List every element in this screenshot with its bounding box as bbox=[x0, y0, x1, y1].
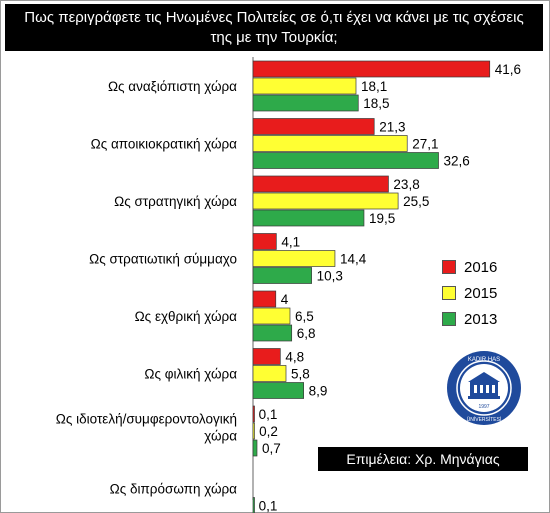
bar-2015 bbox=[252, 307, 291, 325]
legend-swatch-2013 bbox=[442, 312, 456, 326]
data-label-2013: 19,5 bbox=[369, 211, 395, 226]
data-label-2015: 27,1 bbox=[412, 137, 438, 152]
bar-2016 bbox=[252, 348, 281, 365]
legend-swatch-2015 bbox=[442, 286, 456, 300]
legend-label-2013: 2013 bbox=[464, 310, 498, 328]
legend-item-2016: 2016 bbox=[442, 254, 497, 280]
bar-2015 bbox=[252, 77, 357, 95]
data-label-2016: 21,3 bbox=[379, 120, 405, 135]
bar-2016 bbox=[252, 118, 375, 135]
bar-2016 bbox=[252, 290, 277, 308]
data-label-2013: 18,5 bbox=[363, 96, 389, 111]
category-label: Ως στρατηγική χώρα bbox=[114, 194, 237, 209]
bar-2015 bbox=[252, 250, 336, 267]
category-label: Ως στρατιωτική σύμμαχο bbox=[89, 252, 237, 267]
data-label-2013: 8,9 bbox=[309, 384, 328, 399]
data-label-2016: 4,1 bbox=[281, 235, 300, 250]
data-label-2016: 0,1 bbox=[259, 407, 278, 422]
legend-swatch-2016 bbox=[442, 260, 456, 274]
category-label: Ως φιλική χώρα bbox=[144, 367, 237, 382]
university-seal-logo: KADIR HAS ÜNİVERSİTESİ 1997 bbox=[447, 351, 521, 425]
svg-text:1997: 1997 bbox=[478, 404, 489, 410]
bar-2015 bbox=[252, 192, 399, 210]
credit-label: Επιμέλεια: Χρ. Μηνάγιας bbox=[318, 447, 528, 471]
svg-text:ÜNİVERSİTESİ: ÜNİVERSİTESİ bbox=[467, 416, 502, 423]
legend: 2016 2015 2013 bbox=[442, 254, 497, 332]
bar-2013 bbox=[252, 382, 304, 399]
data-label-2013: 32,6 bbox=[444, 154, 470, 169]
category-label: Ως διπρόσωπη χώρα bbox=[110, 482, 238, 497]
data-label-2016: 23,8 bbox=[393, 177, 419, 192]
category-label: Ως αποικιοκρατική χώρα bbox=[91, 137, 238, 152]
legend-item-2013: 2013 bbox=[442, 306, 497, 332]
data-label-2015: 18,1 bbox=[361, 79, 387, 94]
bar-2013 bbox=[252, 152, 439, 169]
svg-text:KADIR HAS: KADIR HAS bbox=[468, 357, 500, 363]
bar-2016 bbox=[252, 233, 277, 250]
bar-2013 bbox=[252, 267, 312, 284]
category-label: χώρα bbox=[204, 429, 237, 444]
bar-2015 bbox=[252, 422, 255, 440]
bar-2016 bbox=[252, 405, 255, 423]
data-label-2016: 4,8 bbox=[285, 350, 304, 365]
bar-2016 bbox=[252, 175, 389, 193]
data-label-2015: 0,2 bbox=[259, 424, 278, 439]
data-label-2015: 6,5 bbox=[295, 309, 314, 324]
credit-text: Επιμέλεια: Χρ. Μηνάγιας bbox=[346, 451, 500, 467]
data-label-2013: 10,3 bbox=[317, 269, 343, 284]
bar-2016 bbox=[252, 60, 491, 78]
data-label-2015: 14,4 bbox=[340, 252, 367, 267]
legend-label-2016: 2016 bbox=[464, 258, 498, 276]
bar-2013 bbox=[252, 94, 359, 112]
bar-2015 bbox=[252, 135, 408, 152]
data-label-2013: 0,7 bbox=[262, 441, 281, 456]
data-label-2016: 4 bbox=[281, 292, 289, 307]
data-label-2015: 5,8 bbox=[291, 367, 310, 382]
bar-2013 bbox=[252, 497, 255, 513]
category-label: Ως αναξιόπιστη χώρα bbox=[108, 79, 237, 94]
data-label-2013: 6,8 bbox=[297, 326, 316, 341]
category-label: Ως ιδιοτελή/συμφεροντολογική bbox=[56, 412, 237, 427]
legend-item-2015: 2015 bbox=[442, 280, 497, 306]
chart-title: Πως περιγράφετε τις Ηνωμένες Πολιτείες σ… bbox=[5, 4, 543, 51]
bar-2013 bbox=[252, 209, 365, 227]
data-label-2015: 25,5 bbox=[403, 194, 429, 209]
legend-label-2015: 2015 bbox=[464, 284, 498, 302]
data-label-2013: 0,1 bbox=[259, 499, 278, 513]
bar-2013 bbox=[252, 439, 258, 457]
bar-2015 bbox=[252, 365, 287, 382]
chart-title-text: Πως περιγράφετε τις Ηνωμένες Πολιτείες σ… bbox=[24, 8, 524, 46]
category-label: Ως εχθρική χώρα bbox=[135, 309, 238, 324]
bar-2013 bbox=[252, 324, 293, 342]
data-label-2016: 41,6 bbox=[495, 62, 521, 77]
